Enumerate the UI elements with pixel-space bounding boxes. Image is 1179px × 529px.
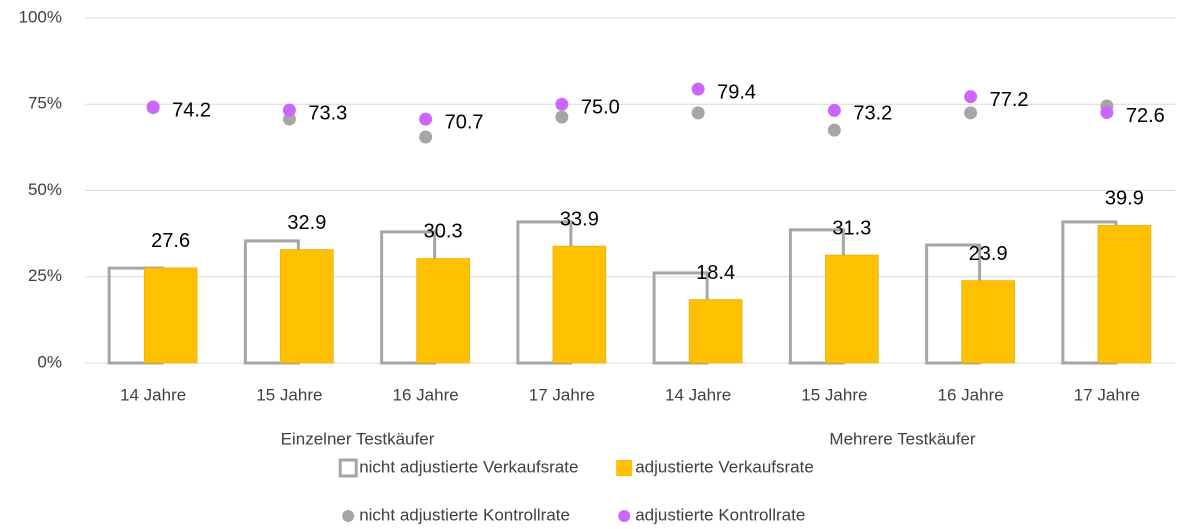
data-label: 73.2 (853, 103, 892, 125)
data-label: 39.9 (1105, 188, 1144, 210)
data-label: 33.9 (560, 208, 599, 230)
legend-label: adjustierte Kontrollrate (635, 505, 805, 524)
bar (825, 254, 879, 364)
data-label: 70.7 (445, 111, 484, 133)
bar (1097, 225, 1152, 364)
y-tick-label: 75% (28, 94, 62, 113)
dot (555, 110, 569, 124)
legend-marker (338, 458, 358, 478)
dot (419, 130, 433, 144)
dot (419, 112, 433, 126)
data-label: 27.6 (151, 230, 190, 252)
x-tick-label: 15 Jahre (801, 385, 867, 404)
data-label: 30.3 (424, 221, 463, 243)
dot (964, 90, 978, 104)
data-label: 77.2 (990, 89, 1029, 111)
legend-label: adjustierte Verkaufsrate (635, 457, 814, 476)
dot (691, 106, 705, 120)
y-tick-label: 25% (28, 266, 62, 285)
bar (961, 280, 1015, 364)
data-label: 74.2 (172, 99, 211, 121)
x-tick-label: 17 Jahre (529, 385, 595, 404)
dot (691, 82, 705, 96)
bar (552, 245, 607, 364)
dot (827, 123, 841, 137)
bar (143, 267, 198, 364)
bar (416, 258, 470, 364)
data-label: 72.6 (1126, 105, 1165, 127)
legend-marker (342, 510, 355, 522)
x-tick-label: 17 Jahre (1074, 385, 1140, 404)
y-tick-label: 50% (28, 180, 62, 199)
data-label: 79.4 (717, 81, 756, 103)
dot (1100, 106, 1114, 120)
legend-marker (618, 510, 631, 522)
legend-label: nicht adjustierte Kontrollrate (359, 505, 570, 524)
data-label: 31.3 (832, 217, 871, 239)
y-tick-label: 100% (19, 7, 62, 26)
legend-marker (616, 460, 633, 476)
dot (555, 97, 569, 111)
data-label: 23.9 (969, 243, 1008, 265)
legend-label: nicht adjustierte Verkaufsrate (359, 457, 578, 476)
group-label: Mehrere Testkäufer (829, 429, 975, 448)
data-label: 73.3 (308, 102, 347, 124)
x-tick-label: 16 Jahre (393, 385, 459, 404)
data-label: 75.0 (581, 97, 620, 119)
bar (688, 299, 743, 364)
x-tick-label: 16 Jahre (938, 385, 1004, 404)
y-tick-label: 0% (37, 352, 62, 371)
x-tick-label: 15 Jahre (256, 385, 322, 404)
dot (827, 103, 841, 117)
x-tick-label: 14 Jahre (665, 385, 731, 404)
dot (282, 112, 296, 126)
group-label: Einzelner Testkäufer (281, 429, 435, 448)
data-label: 18.4 (696, 262, 735, 284)
dot (964, 106, 978, 120)
dot (146, 100, 160, 114)
dot (282, 103, 296, 117)
x-tick-label: 14 Jahre (120, 385, 186, 404)
bar (280, 249, 334, 364)
data-label: 32.9 (287, 212, 326, 234)
